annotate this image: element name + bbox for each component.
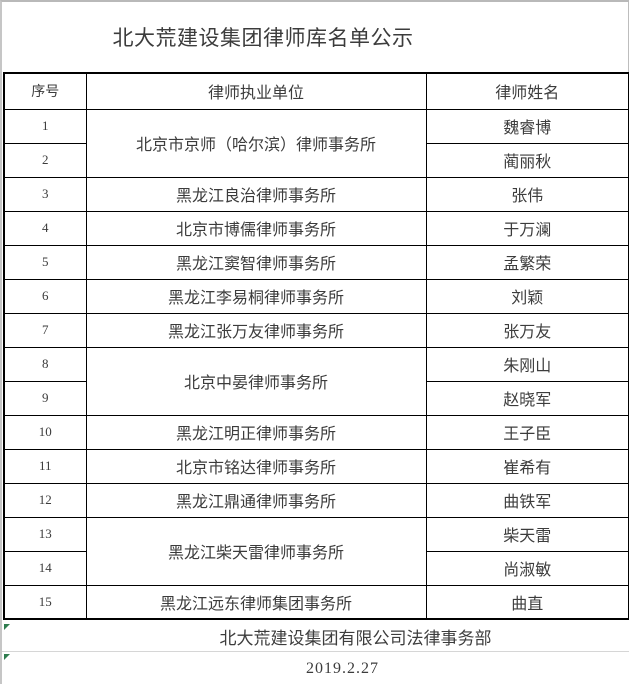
- table-row: 7 黑龙江张万友律师事务所 张万友: [3, 312, 629, 348]
- cell-no: 8: [3, 346, 87, 382]
- page-title: 北大荒建设集团律师库名单公示: [112, 26, 414, 50]
- footer-date-row: 2019.2.27: [2, 652, 629, 684]
- lawyer-roster-table: 序号 律师执业单位 律师姓名 1 北京市京师（哈尔滨）律师事务所 魏睿博 2 蔺…: [3, 72, 629, 620]
- cell-name: 于万澜: [425, 210, 629, 246]
- cell-no: 3: [3, 176, 87, 212]
- cell-no: 7: [3, 312, 87, 348]
- table-row: 12 黑龙江鼎通律师事务所 曲铁军: [3, 482, 629, 518]
- cell-firm: 北京市铭达律师事务所: [85, 448, 427, 484]
- green-corner-flag-icon: [4, 624, 10, 630]
- table-row: 3 黑龙江良治律师事务所 张伟: [3, 176, 629, 212]
- cell-no: 13: [3, 516, 87, 552]
- cell-firm: 北京市京师（哈尔滨）律师事务所: [85, 108, 427, 178]
- cell-no: 11: [3, 448, 87, 484]
- table-row: 9 赵晓军: [3, 380, 629, 416]
- cell-no: 1: [3, 108, 87, 144]
- cell-no: 9: [3, 380, 87, 416]
- table-row: 4 北京市博儒律师事务所 于万澜: [3, 210, 629, 246]
- cell-no: 4: [3, 210, 87, 246]
- cell-name: 崔希有: [425, 448, 629, 484]
- cell-firm: 黑龙江远东律师集团事务所: [85, 584, 427, 620]
- table-row: 11 北京市铭达律师事务所 崔希有: [3, 448, 629, 484]
- cell-name: 朱刚山: [425, 346, 629, 382]
- cell-firm: 黑龙江明正律师事务所: [85, 414, 427, 450]
- cell-name: 张万友: [425, 312, 629, 348]
- header-cell-no: 序号: [3, 72, 87, 110]
- table-row: 6 黑龙江李易桐律师事务所 刘颖: [3, 278, 629, 314]
- cell-firm: 黑龙江窦智律师事务所: [85, 244, 427, 280]
- cell-name: 魏睿博: [425, 108, 629, 144]
- cell-name: 王子臣: [425, 414, 629, 450]
- cell-no: 5: [3, 244, 87, 280]
- cell-firm: 黑龙江鼎通律师事务所: [85, 482, 427, 518]
- cell-firm: 北京中晏律师事务所: [85, 346, 427, 416]
- cell-no: 15: [3, 584, 87, 620]
- cell-name: 孟繁荣: [425, 244, 629, 280]
- cell-name: 刘颖: [425, 278, 629, 314]
- cell-no: 2: [3, 142, 87, 178]
- cell-name: 尚淑敏: [425, 550, 629, 586]
- table-row: 1 北京市京师（哈尔滨）律师事务所 魏睿博: [3, 108, 629, 178]
- document-title-row: 北大荒建设集团律师库名单公示: [2, 2, 629, 72]
- table-row: 13 黑龙江柴天雷律师事务所 柴天雷: [3, 516, 629, 586]
- cell-firm: 黑龙江良治律师事务所: [85, 176, 427, 212]
- cell-name: 柴天雷: [425, 516, 629, 552]
- table-row: 5 黑龙江窦智律师事务所 孟繁荣: [3, 244, 629, 280]
- green-corner-flag-icon: [4, 654, 10, 660]
- table-row: 15 黑龙江远东律师集团事务所 曲直: [3, 584, 629, 620]
- cell-name: 赵晓军: [425, 380, 629, 416]
- header-cell-name: 律师姓名: [425, 72, 629, 110]
- cell-no: 6: [3, 278, 87, 314]
- cell-no: 12: [3, 482, 87, 518]
- cell-no: 10: [3, 414, 87, 450]
- cell-name: 张伟: [425, 176, 629, 212]
- cell-firm: 黑龙江张万友律师事务所: [85, 312, 427, 348]
- cell-firm: 北京市博儒律师事务所: [85, 210, 427, 246]
- cell-name: 曲铁军: [425, 482, 629, 518]
- header-cell-firm: 律师执业单位: [85, 72, 427, 110]
- cell-firm: 黑龙江柴天雷律师事务所: [85, 516, 427, 586]
- department-signature: 北大荒建设集团有限公司法律事务部: [219, 629, 492, 648]
- cell-firm: 黑龙江李易桐律师事务所: [85, 278, 427, 314]
- cell-no: 14: [3, 550, 87, 586]
- table-header-row: 序号 律师执业单位 律师姓名: [3, 72, 629, 110]
- table-row: 10 黑龙江明正律师事务所 王子臣: [3, 414, 629, 450]
- table-row: 8 北京中晏律师事务所 朱刚山: [3, 346, 629, 416]
- table-row: 14 尚淑敏: [3, 550, 629, 586]
- publish-date: 2019.2.27: [306, 660, 379, 677]
- footer-department-row: 北大荒建设集团有限公司法律事务部: [2, 622, 629, 652]
- cell-name: 曲直: [425, 584, 629, 620]
- cell-name: 蔺丽秋: [425, 142, 629, 178]
